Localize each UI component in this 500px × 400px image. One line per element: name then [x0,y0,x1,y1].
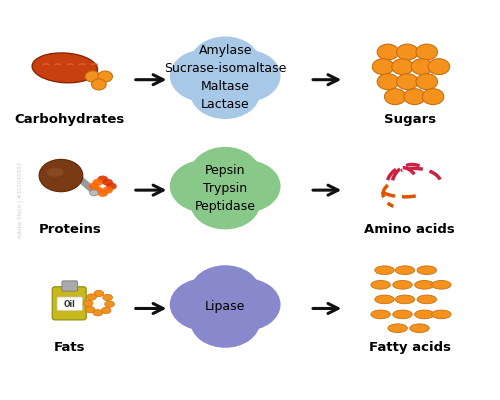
Text: Pepsin
Trypsin
Peptidase: Pepsin Trypsin Peptidase [194,164,256,213]
Ellipse shape [371,280,390,289]
Ellipse shape [190,147,260,200]
Text: Amylase
Sucrase-isomaltase
Maltase
Lactase: Amylase Sucrase-isomaltase Maltase Lacta… [164,44,286,111]
Ellipse shape [190,36,260,89]
Ellipse shape [432,310,451,319]
Ellipse shape [372,59,394,75]
Ellipse shape [410,324,429,332]
Ellipse shape [395,295,414,304]
Ellipse shape [190,295,260,348]
Ellipse shape [170,278,239,331]
Ellipse shape [197,287,253,326]
Ellipse shape [210,50,280,102]
Ellipse shape [46,168,64,177]
Ellipse shape [90,190,98,196]
Ellipse shape [393,310,412,319]
FancyBboxPatch shape [57,297,82,310]
FancyBboxPatch shape [52,287,86,320]
Ellipse shape [428,59,450,75]
Ellipse shape [417,266,436,274]
Ellipse shape [375,266,394,274]
Ellipse shape [94,290,104,297]
Text: Sugars: Sugars [384,113,436,126]
Ellipse shape [85,306,95,313]
Ellipse shape [422,89,444,105]
Ellipse shape [411,59,432,75]
FancyBboxPatch shape [62,281,78,291]
Text: Amino acids: Amino acids [364,223,455,236]
Ellipse shape [392,59,413,75]
Ellipse shape [86,294,97,300]
Ellipse shape [39,159,83,192]
Ellipse shape [210,278,280,331]
Ellipse shape [106,183,117,190]
Ellipse shape [102,294,113,300]
Ellipse shape [92,179,103,186]
Ellipse shape [93,310,102,316]
Ellipse shape [377,44,398,60]
Ellipse shape [88,183,100,190]
Ellipse shape [416,74,438,90]
Text: Oil: Oil [64,300,76,309]
Text: Carbohydrates: Carbohydrates [14,113,125,126]
Ellipse shape [190,265,260,318]
Ellipse shape [414,310,434,319]
Text: Proteins: Proteins [38,223,101,236]
Ellipse shape [102,179,113,186]
Ellipse shape [396,74,418,90]
Ellipse shape [371,310,390,319]
Ellipse shape [416,44,438,60]
Ellipse shape [32,53,98,83]
Ellipse shape [210,160,280,212]
Ellipse shape [190,66,260,119]
Ellipse shape [92,186,103,194]
Ellipse shape [170,160,239,212]
Ellipse shape [417,295,436,304]
Ellipse shape [104,301,115,307]
Ellipse shape [414,280,434,289]
Text: Fatty acids: Fatty acids [369,342,451,354]
Ellipse shape [396,44,418,60]
Ellipse shape [85,71,100,82]
Ellipse shape [197,58,253,98]
Ellipse shape [92,79,106,90]
Ellipse shape [393,280,412,289]
Text: Adobe Stock | #312045931: Adobe Stock | #312045931 [17,162,22,238]
Text: Lipase: Lipase [205,300,246,313]
Ellipse shape [98,71,112,82]
Ellipse shape [98,176,108,183]
Ellipse shape [102,186,113,194]
Ellipse shape [384,89,406,105]
Ellipse shape [388,324,407,332]
Ellipse shape [395,266,414,274]
Text: Fats: Fats [54,342,86,354]
Ellipse shape [432,280,451,289]
Ellipse shape [190,177,260,230]
Ellipse shape [377,74,398,90]
Ellipse shape [197,168,253,208]
Ellipse shape [84,300,93,306]
Ellipse shape [375,295,394,304]
Ellipse shape [98,190,108,197]
Ellipse shape [170,50,239,102]
Ellipse shape [102,307,111,314]
Ellipse shape [404,89,425,105]
